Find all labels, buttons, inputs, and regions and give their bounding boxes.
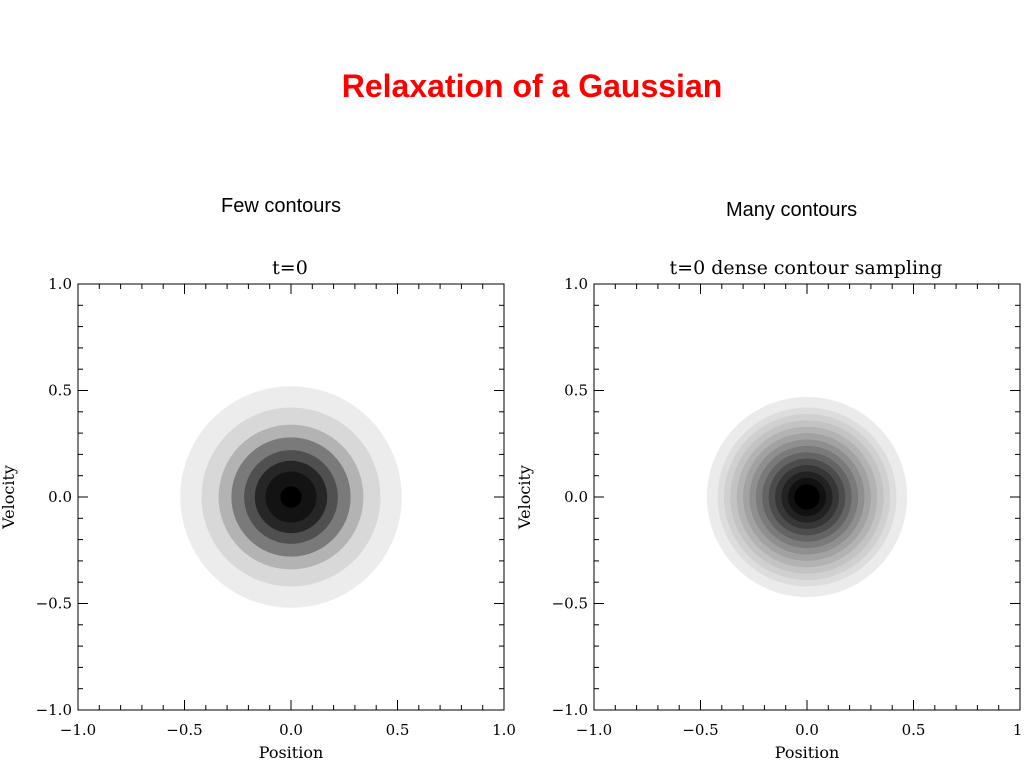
x-tick-label: 1. xyxy=(1013,721,1024,739)
y-axis-label: Velocity xyxy=(515,465,534,530)
y-tick-label: 0.5 xyxy=(564,382,588,400)
x-tick-label: 1.0 xyxy=(492,721,516,739)
y-tick-label: 0.0 xyxy=(48,488,72,506)
contour-band-8 xyxy=(280,486,302,508)
plot-title: t=0 xyxy=(272,257,308,279)
x-tick-label: −1.0 xyxy=(576,721,612,739)
x-tick-label: −0.5 xyxy=(682,721,718,739)
y-tick-label: −0.5 xyxy=(552,595,588,613)
x-tick-label: 0.5 xyxy=(386,721,410,739)
x-tick-label: −0.5 xyxy=(166,721,202,739)
y-tick-label: 0.5 xyxy=(48,382,72,400)
y-tick-label: 1.0 xyxy=(564,275,588,293)
left-caption: Few contours xyxy=(221,195,342,217)
x-tick-label: −1.0 xyxy=(60,721,96,739)
y-tick-label: 0.0 xyxy=(564,488,588,506)
x-axis-label: Position xyxy=(775,743,840,762)
contour-chart-1: −1.0 −0.5 0.0 0.5 1.0 −1.0 −0.5 0.0 0.5 1.0 t=0 Pos… xyxy=(0,257,516,762)
x-tick-label: 0.0 xyxy=(795,721,819,739)
y-tick-label: −0.5 xyxy=(36,595,72,613)
contour-band-14 xyxy=(794,484,820,510)
slide-title: Relaxation of a Gaussian xyxy=(341,68,723,104)
x-tick-label: 0.0 xyxy=(279,721,303,739)
contour-chart-2: −1.0 −0.5 0.0 0.5 1. −1.0 −0.5 0.0 0.5 1.0 t=0 den… xyxy=(515,257,1024,762)
y-tick-label: 1.0 xyxy=(48,275,72,293)
y-axis-label: Velocity xyxy=(0,465,18,530)
x-tick-label: 0.5 xyxy=(902,721,926,739)
y-tick-label: −1.0 xyxy=(36,701,72,719)
plot-title: t=0 dense contour sampling xyxy=(670,257,943,279)
x-axis-label: Position xyxy=(259,743,324,762)
right-caption: Many contours xyxy=(726,199,858,221)
y-tick-label: −1.0 xyxy=(552,701,588,719)
